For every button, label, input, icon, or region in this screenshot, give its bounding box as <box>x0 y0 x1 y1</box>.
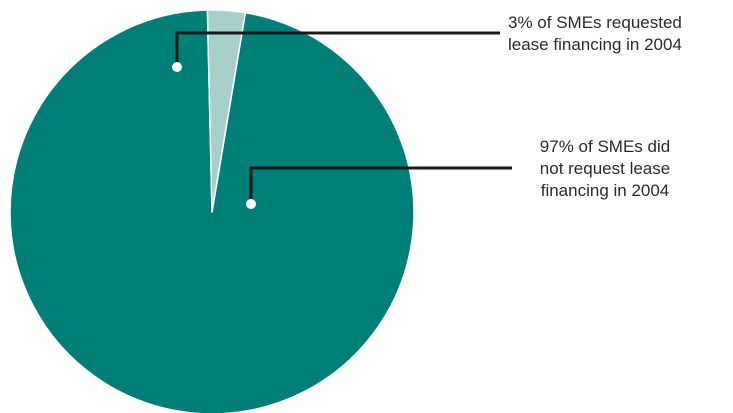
leader-dot-97-percent <box>246 199 256 209</box>
leader-lines <box>172 31 512 209</box>
pie-slices <box>9 9 415 413</box>
slice-label-97-percent: 97% of SMEs did not request lease financin… <box>540 137 670 200</box>
slice-label-line: not request lease <box>540 159 670 178</box>
slice-label-line: 3% of SMEs requested <box>508 13 682 32</box>
slice-label-line: lease financing in 2004 <box>508 35 682 54</box>
slice-label-line: financing in 2004 <box>541 181 670 200</box>
slice-label-3-percent: 3% of SMEs requested lease financing in 2… <box>508 13 682 54</box>
leader-line-3-percent <box>175 31 500 67</box>
pie-slice-3-percent <box>206 9 247 213</box>
pie-slice-97-percent <box>9 9 415 413</box>
leader-line-97-percent <box>249 166 512 204</box>
leader-dot-3-percent <box>172 62 182 72</box>
slice-label-line: 97% of SMEs did <box>540 137 670 156</box>
slice-labels: 97% of SMEs did not request lease financin… <box>508 13 682 200</box>
